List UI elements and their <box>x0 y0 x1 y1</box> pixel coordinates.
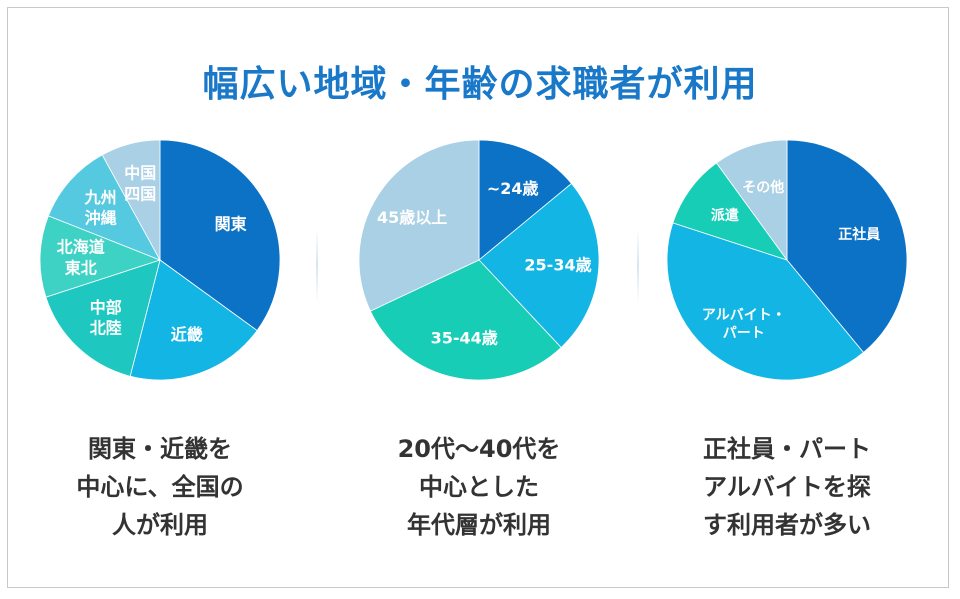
caption-line: 正社員・パート <box>703 435 871 463</box>
caption-line: 人が利用 <box>112 511 208 539</box>
slice-label: 近畿 <box>171 325 203 344</box>
pie-slice <box>478 182 600 349</box>
divider <box>316 228 318 303</box>
page-title: 幅広い地域・年齢の求職者が利用 <box>202 64 758 105</box>
pie-chart-age: ~24歳 25-34歳 35-44歳 45歳以上 <box>358 139 600 381</box>
caption-line: アルバイトを探 <box>703 473 871 501</box>
caption-line: 20代～40代を <box>397 435 561 463</box>
caption-age: 20代～40代を 中心とした 年代層が利用 <box>329 430 629 544</box>
pie-slice <box>786 139 908 354</box>
caption-line: 中心とした <box>419 473 539 501</box>
pie-slice <box>39 215 162 298</box>
pie-slice <box>715 139 788 262</box>
pie-slice <box>45 259 161 377</box>
pie-slice <box>672 162 789 261</box>
slice-label: 正社員 <box>838 226 880 243</box>
caption-line: す利用者が多い <box>703 511 871 539</box>
caption-employment: 正社員・パート アルバイトを探 す利用者が多い <box>637 430 937 544</box>
slice-label: 関東 <box>215 215 247 234</box>
pie-slice <box>478 139 573 261</box>
pie-slice <box>358 139 480 312</box>
pie-slice <box>129 259 258 381</box>
slice-label: 中部北陸 <box>90 298 122 338</box>
caption-line: 年代層が利用 <box>407 511 551 539</box>
caption-region: 関東・近畿を 中心に、全国の 人が利用 <box>10 430 310 544</box>
pie-slice <box>369 259 562 381</box>
pie-slice <box>666 222 865 381</box>
caption-line: 中心に、全国の <box>76 473 244 501</box>
pie-slice <box>101 139 161 261</box>
slice-label: 45歳以上 <box>377 208 447 227</box>
slice-label: その他 <box>742 179 784 196</box>
slice-label: 派遣 <box>711 207 739 224</box>
slice-label: 九州沖縄 <box>84 188 117 228</box>
divider <box>637 228 639 303</box>
caption-line: 関東・近畿を <box>88 435 232 463</box>
slice-label: 35-44歳 <box>431 328 498 347</box>
pie-slice <box>159 139 281 332</box>
slice-label: 北海道東北 <box>57 238 105 278</box>
pie-slice <box>47 154 161 261</box>
slice-label: 25-34歳 <box>524 256 591 275</box>
slice-label: 中国四国 <box>124 164 156 204</box>
slice-label: ~24歳 <box>487 179 539 198</box>
slice-label: アルバイト・パート <box>702 307 786 341</box>
